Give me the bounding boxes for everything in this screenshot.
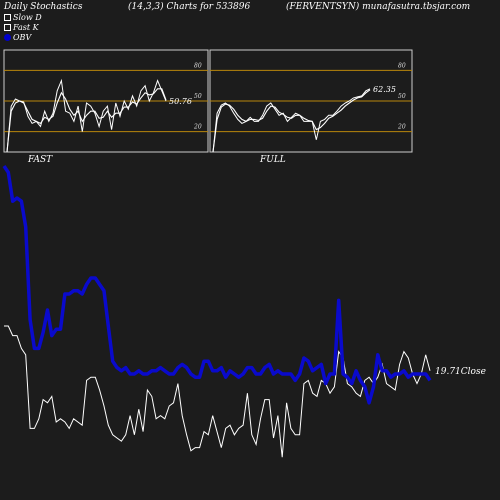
legend-slow-d: Slow D — [4, 13, 42, 22]
obv-swatch — [4, 34, 11, 41]
legend-label: Slow D — [13, 13, 42, 22]
full-tick-label: 80 — [398, 62, 406, 69]
chart-title: Daily Stochastics — [4, 2, 83, 12]
full-end-label: 62.35 — [373, 85, 396, 94]
full-series-line — [212, 89, 371, 153]
chart-ticker: (FERVENTSYN) munafasutra.tbsjar.com — [286, 2, 471, 12]
full-panel-title: FULL — [259, 155, 286, 165]
legend-fast-k: Fast K — [4, 23, 39, 32]
legend-label: Fast K — [13, 23, 39, 32]
fast-tick-label: 80 — [194, 62, 202, 69]
full-tick-label: 50 — [398, 93, 406, 100]
fast-panel-title: FAST — [27, 155, 53, 165]
legend-obv: OBV — [4, 33, 31, 42]
fast-end-label: 50.76 — [169, 97, 192, 106]
chart-params: (14,3,3) Charts for 533896 — [128, 2, 251, 12]
obv-line — [2, 165, 432, 405]
slow-d-swatch — [4, 14, 11, 21]
close-end-label: 19.71Close — [435, 367, 486, 377]
full-series-line — [212, 88, 371, 153]
fast-series-line — [6, 88, 167, 153]
fast-tick-label: 50 — [194, 93, 202, 100]
full-tick-label: 20 — [397, 124, 406, 131]
close-line — [4, 325, 431, 458]
fast-tick-label: 20 — [193, 124, 202, 131]
fast-k-swatch — [4, 24, 11, 31]
legend-label: OBV — [13, 33, 32, 42]
fast-series-line — [6, 78, 167, 153]
